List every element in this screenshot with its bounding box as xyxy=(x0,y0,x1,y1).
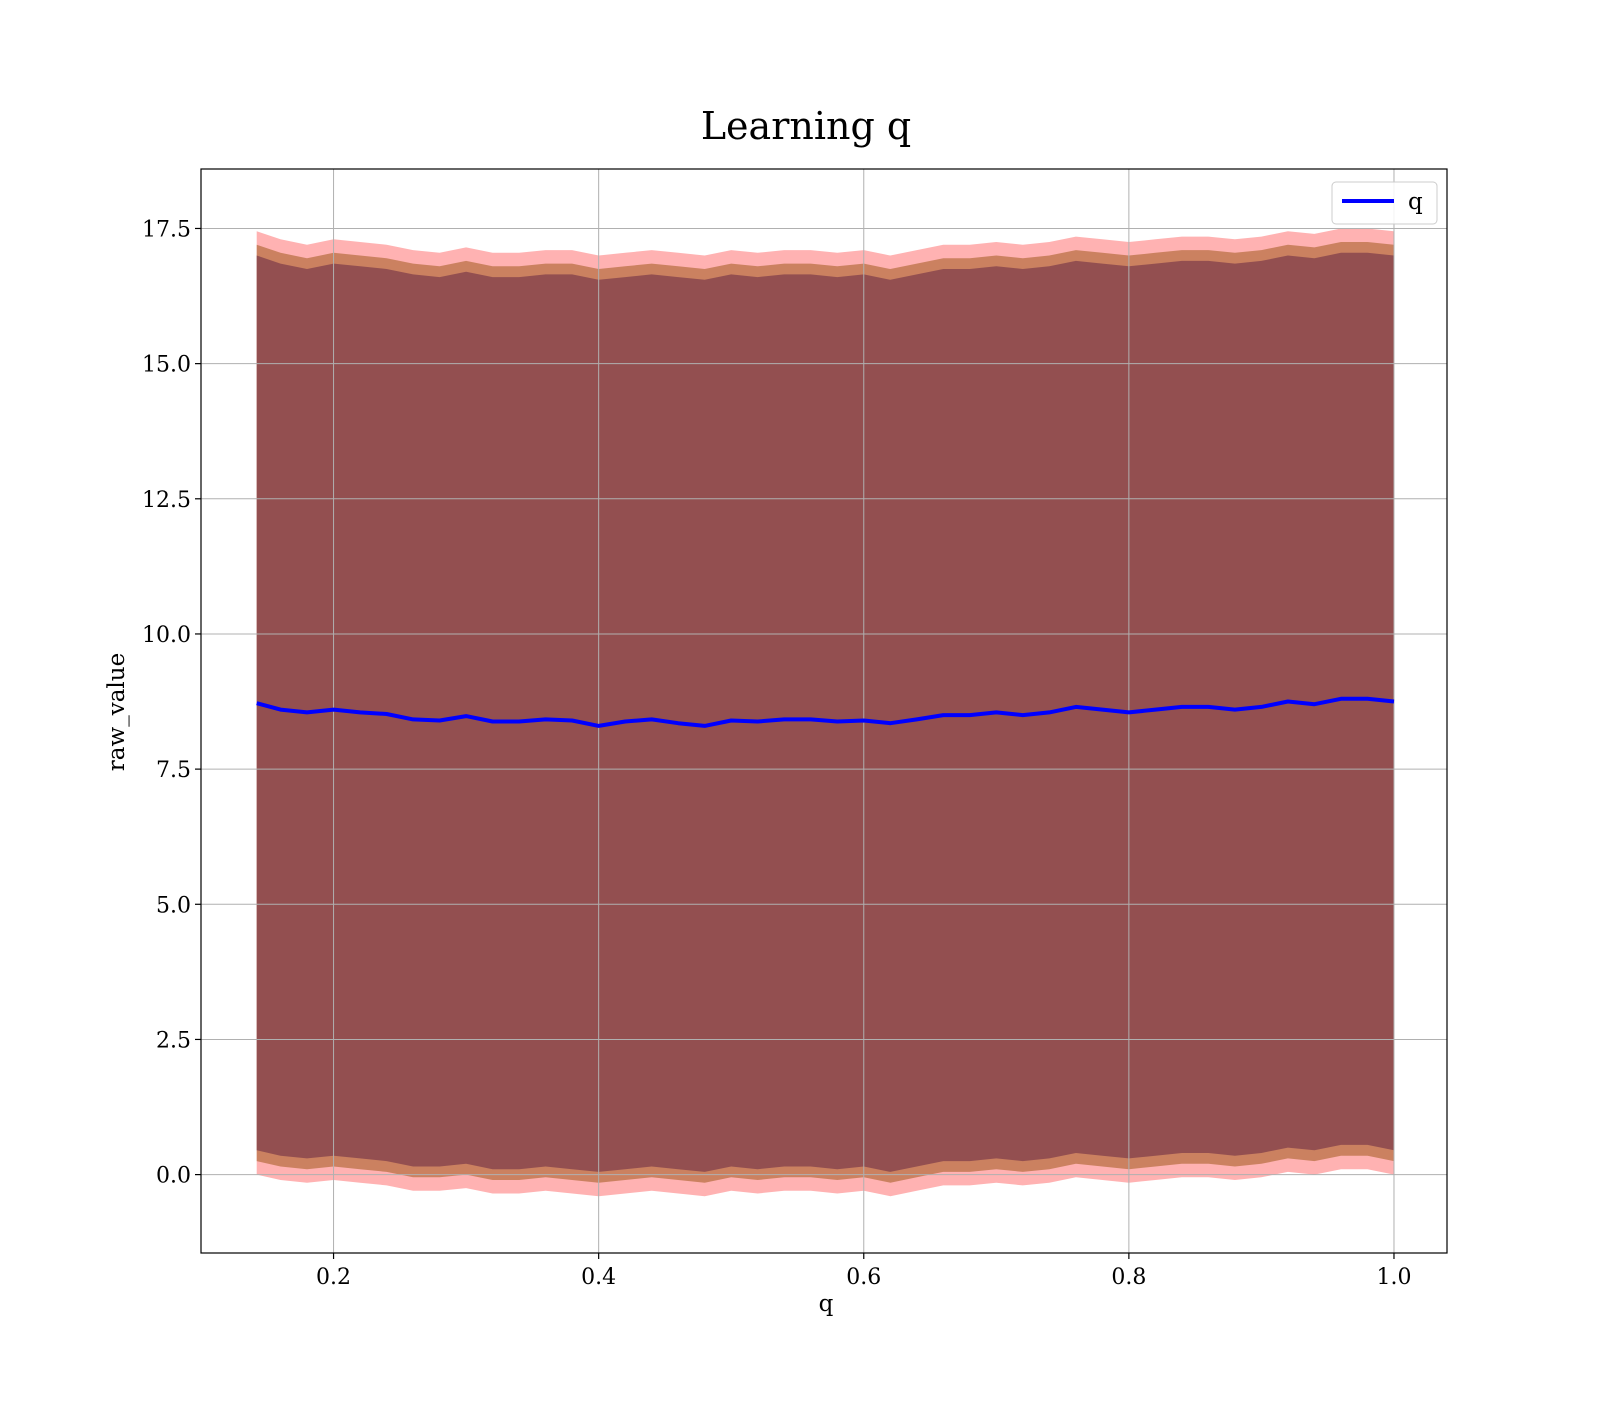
y-ticks: 0.0 2.5 5.0 7.5 10.0 12.5 15.0 17.5 xyxy=(142,217,201,1189)
y-axis-label: raw_value xyxy=(104,653,130,771)
y-tick-label: 7.5 xyxy=(156,758,191,783)
legend: q xyxy=(1331,181,1438,225)
confidence-band-2 xyxy=(256,252,1395,1172)
y-tick-label: 15.0 xyxy=(142,353,191,378)
x-tick-label: 1.0 xyxy=(1376,1265,1411,1290)
x-tick-label: 0.6 xyxy=(846,1265,881,1290)
x-ticks: 0.2 0.4 0.6 0.8 1.0 xyxy=(316,1253,1411,1290)
plot-frame xyxy=(200,168,1448,1254)
chart-title: Learning q xyxy=(701,104,911,148)
confidence-bands xyxy=(256,228,1395,1197)
y-tick-label: 2.5 xyxy=(156,1028,191,1053)
y-tick-label: 5.0 xyxy=(156,893,191,918)
y-tick-label: 17.5 xyxy=(142,217,191,242)
y-tick-label: 0.0 xyxy=(156,1164,191,1189)
x-tick-label: 0.2 xyxy=(316,1265,351,1290)
x-tick-label: 0.4 xyxy=(581,1265,616,1290)
y-tick-label: 12.5 xyxy=(142,488,191,513)
y-tick-label: 10.0 xyxy=(142,623,191,648)
legend-label: q xyxy=(1408,189,1423,215)
grid xyxy=(201,169,1447,1253)
series-line-q xyxy=(256,696,1395,728)
series-layer xyxy=(256,696,1395,728)
x-tick-label: 0.8 xyxy=(1111,1265,1146,1290)
x-axis-label: q xyxy=(819,1291,834,1317)
